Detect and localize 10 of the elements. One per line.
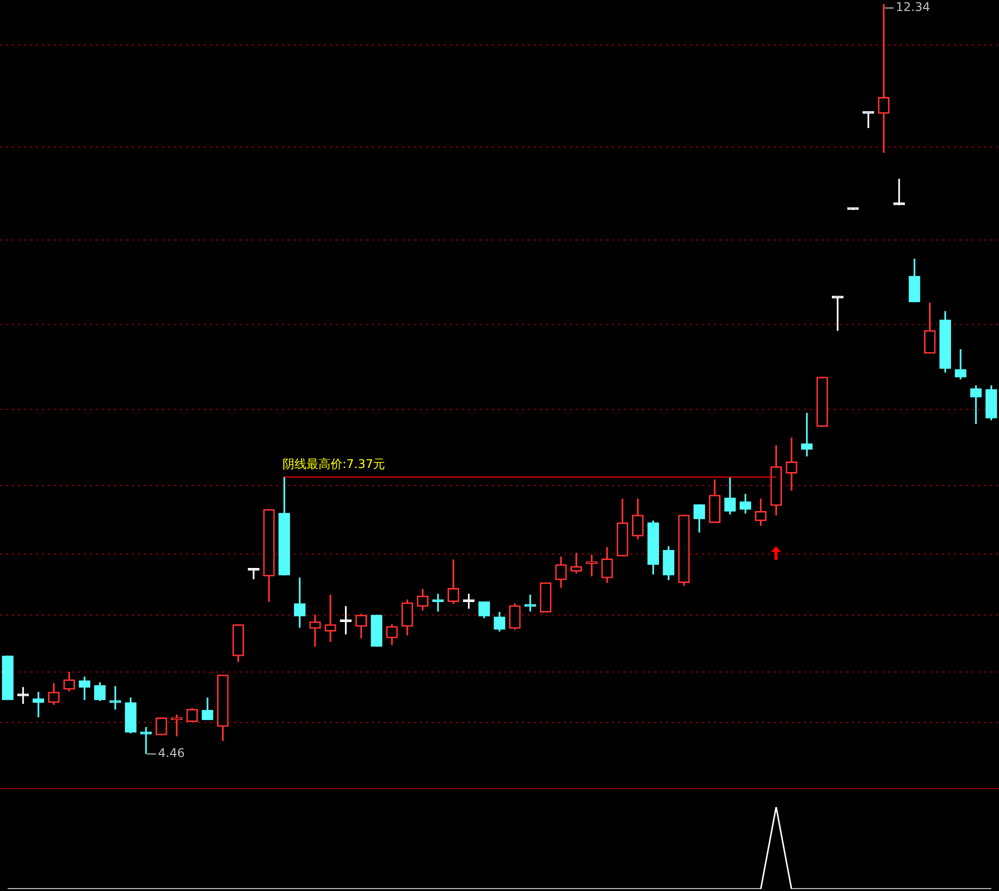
candlestick [324,594,336,642]
candlestick [32,692,44,718]
candlestick [309,614,321,647]
annotation: 12.34 [896,0,930,14]
candlestick [786,438,798,491]
candlestick [140,727,152,754]
candlestick [17,687,29,704]
annotation: 4.46 [158,746,185,760]
ref-line-label: 阴线最高价:7.37元 [282,457,386,472]
candlestick [970,385,982,424]
